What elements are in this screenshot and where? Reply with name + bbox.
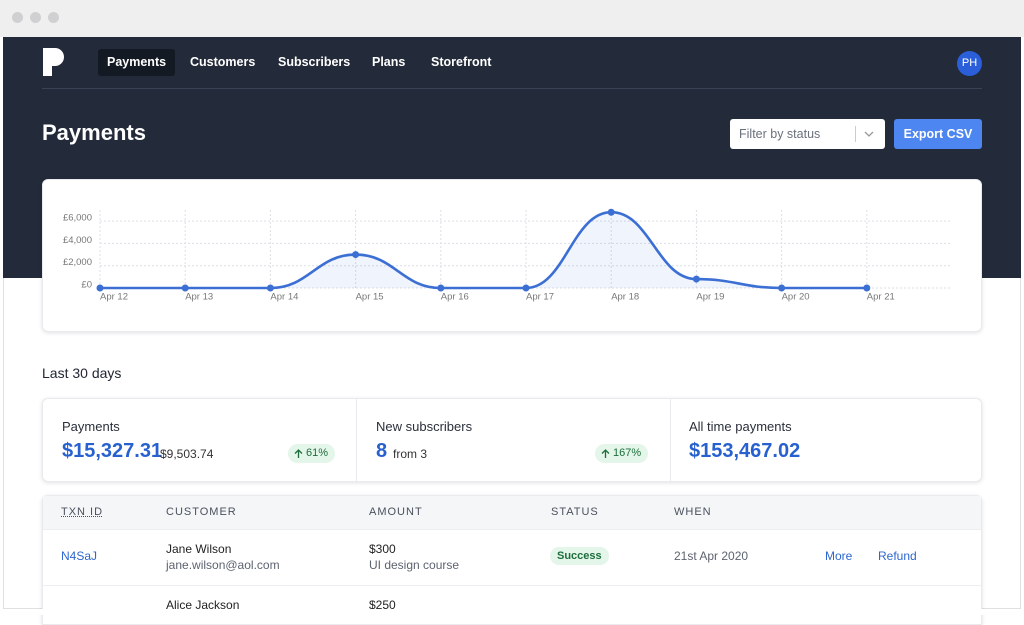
stat-value: $153,467.02 [689, 440, 801, 462]
divider [670, 399, 671, 483]
amount: $300 [369, 542, 396, 556]
page-title: Payments [42, 120, 146, 145]
nav-item[interactable]: Customers [190, 55, 256, 69]
column-header[interactable]: TXN ID [61, 506, 104, 518]
browser-chrome [0, 0, 1024, 37]
stat-value: 8 [376, 440, 388, 462]
nav-item[interactable]: Payments [98, 49, 176, 76]
point [522, 284, 530, 292]
point [607, 208, 615, 216]
amount: $250 [369, 598, 396, 612]
stat-value: $15,327.31 [62, 440, 163, 462]
x-tick-label: Apr 15 [356, 292, 384, 303]
chevron [864, 131, 874, 137]
window-dot [48, 12, 59, 23]
change-pill: 61% [288, 444, 336, 463]
y-tick-label: £4,000 [63, 235, 92, 246]
stat-label: Payments [62, 419, 120, 434]
status-badge: Success [550, 547, 609, 565]
stats-card: Payments $15,327.31 $9,503.74 61% New su… [42, 398, 982, 483]
x-tick-label: Apr 21 [867, 292, 895, 303]
point [266, 284, 274, 292]
divider [356, 399, 357, 483]
up-arrow [601, 448, 610, 458]
nav-item[interactable]: Subscribers [278, 55, 351, 69]
point [863, 284, 871, 292]
stat-label: New subscribers [376, 419, 473, 434]
avatar[interactable]: PH [957, 51, 982, 76]
y-tick-label: £2,000 [63, 257, 92, 268]
transactions-table [42, 495, 982, 625]
stat-label: All time payments [689, 419, 792, 434]
period-label: Last 30 days [42, 365, 122, 381]
divider [42, 88, 982, 89]
point [96, 284, 104, 292]
row-divider [43, 585, 981, 586]
column-header: STATUS [551, 506, 599, 518]
table-header [43, 496, 981, 529]
y-tick-label: £6,000 [63, 213, 92, 224]
column-header: CUSTOMER [166, 506, 237, 518]
x-tick-label: Apr 17 [526, 292, 554, 303]
column-header: WHEN [674, 506, 712, 518]
nav-item[interactable]: Plans [372, 55, 406, 69]
customer-name: Alice Jackson [166, 598, 240, 612]
y-tick-label: £0 [81, 280, 92, 291]
point [692, 275, 700, 283]
bottom-edge [0, 609, 1024, 615]
nav-item[interactable]: Storefront [431, 55, 492, 69]
stat-previous: from 3 [393, 447, 428, 461]
x-tick-label: Apr 13 [185, 292, 213, 303]
logo[interactable] [43, 48, 67, 76]
customer-email: jane.wilson@aol.com [166, 558, 280, 572]
window-dot [30, 12, 41, 23]
more-link[interactable]: More [825, 549, 853, 563]
chart: £0 £2,000 £4,000 £6,000 Apr 12 Apr 13 Apr 14 Ap… [63, 208, 951, 303]
filter-placeholder: Filter by status [739, 127, 821, 141]
window-dot [12, 12, 23, 23]
status-filter[interactable]: Filter by status [730, 119, 885, 149]
point [181, 284, 189, 292]
select-divider [855, 126, 856, 142]
customer-name: Jane Wilson [166, 542, 232, 556]
export-button[interactable]: Export CSV [894, 119, 982, 149]
up-arrow [294, 448, 303, 458]
column-header: AMOUNT [369, 506, 423, 518]
x-tick-label: Apr 20 [782, 292, 810, 303]
change-pill: 167% [595, 444, 649, 463]
line [100, 210, 867, 290]
x-tick-label: Apr 18 [611, 292, 639, 303]
point [352, 251, 360, 259]
x-tick-label: Apr 16 [441, 292, 469, 303]
stat-previous: $9,503.74 [160, 447, 214, 461]
refund-link[interactable]: Refund [878, 549, 917, 563]
chart-card: £0 £2,000 £4,000 £6,000 Apr 12 Apr 13 Apr 14 Ap… [42, 179, 982, 332]
description: UI design course [369, 558, 460, 572]
stat-change: 167% [613, 447, 642, 459]
x-tick-label: Apr 12 [100, 292, 128, 303]
row-divider [43, 529, 981, 530]
x-tick-label: Apr 19 [696, 292, 724, 303]
area [100, 212, 867, 288]
txn-id[interactable]: N4SaJ [61, 549, 98, 563]
point [778, 284, 786, 292]
point [437, 284, 445, 292]
date: 21st Apr 2020 [674, 549, 749, 563]
stat-change: 61% [306, 447, 329, 459]
x-tick-label: Apr 14 [270, 292, 298, 303]
